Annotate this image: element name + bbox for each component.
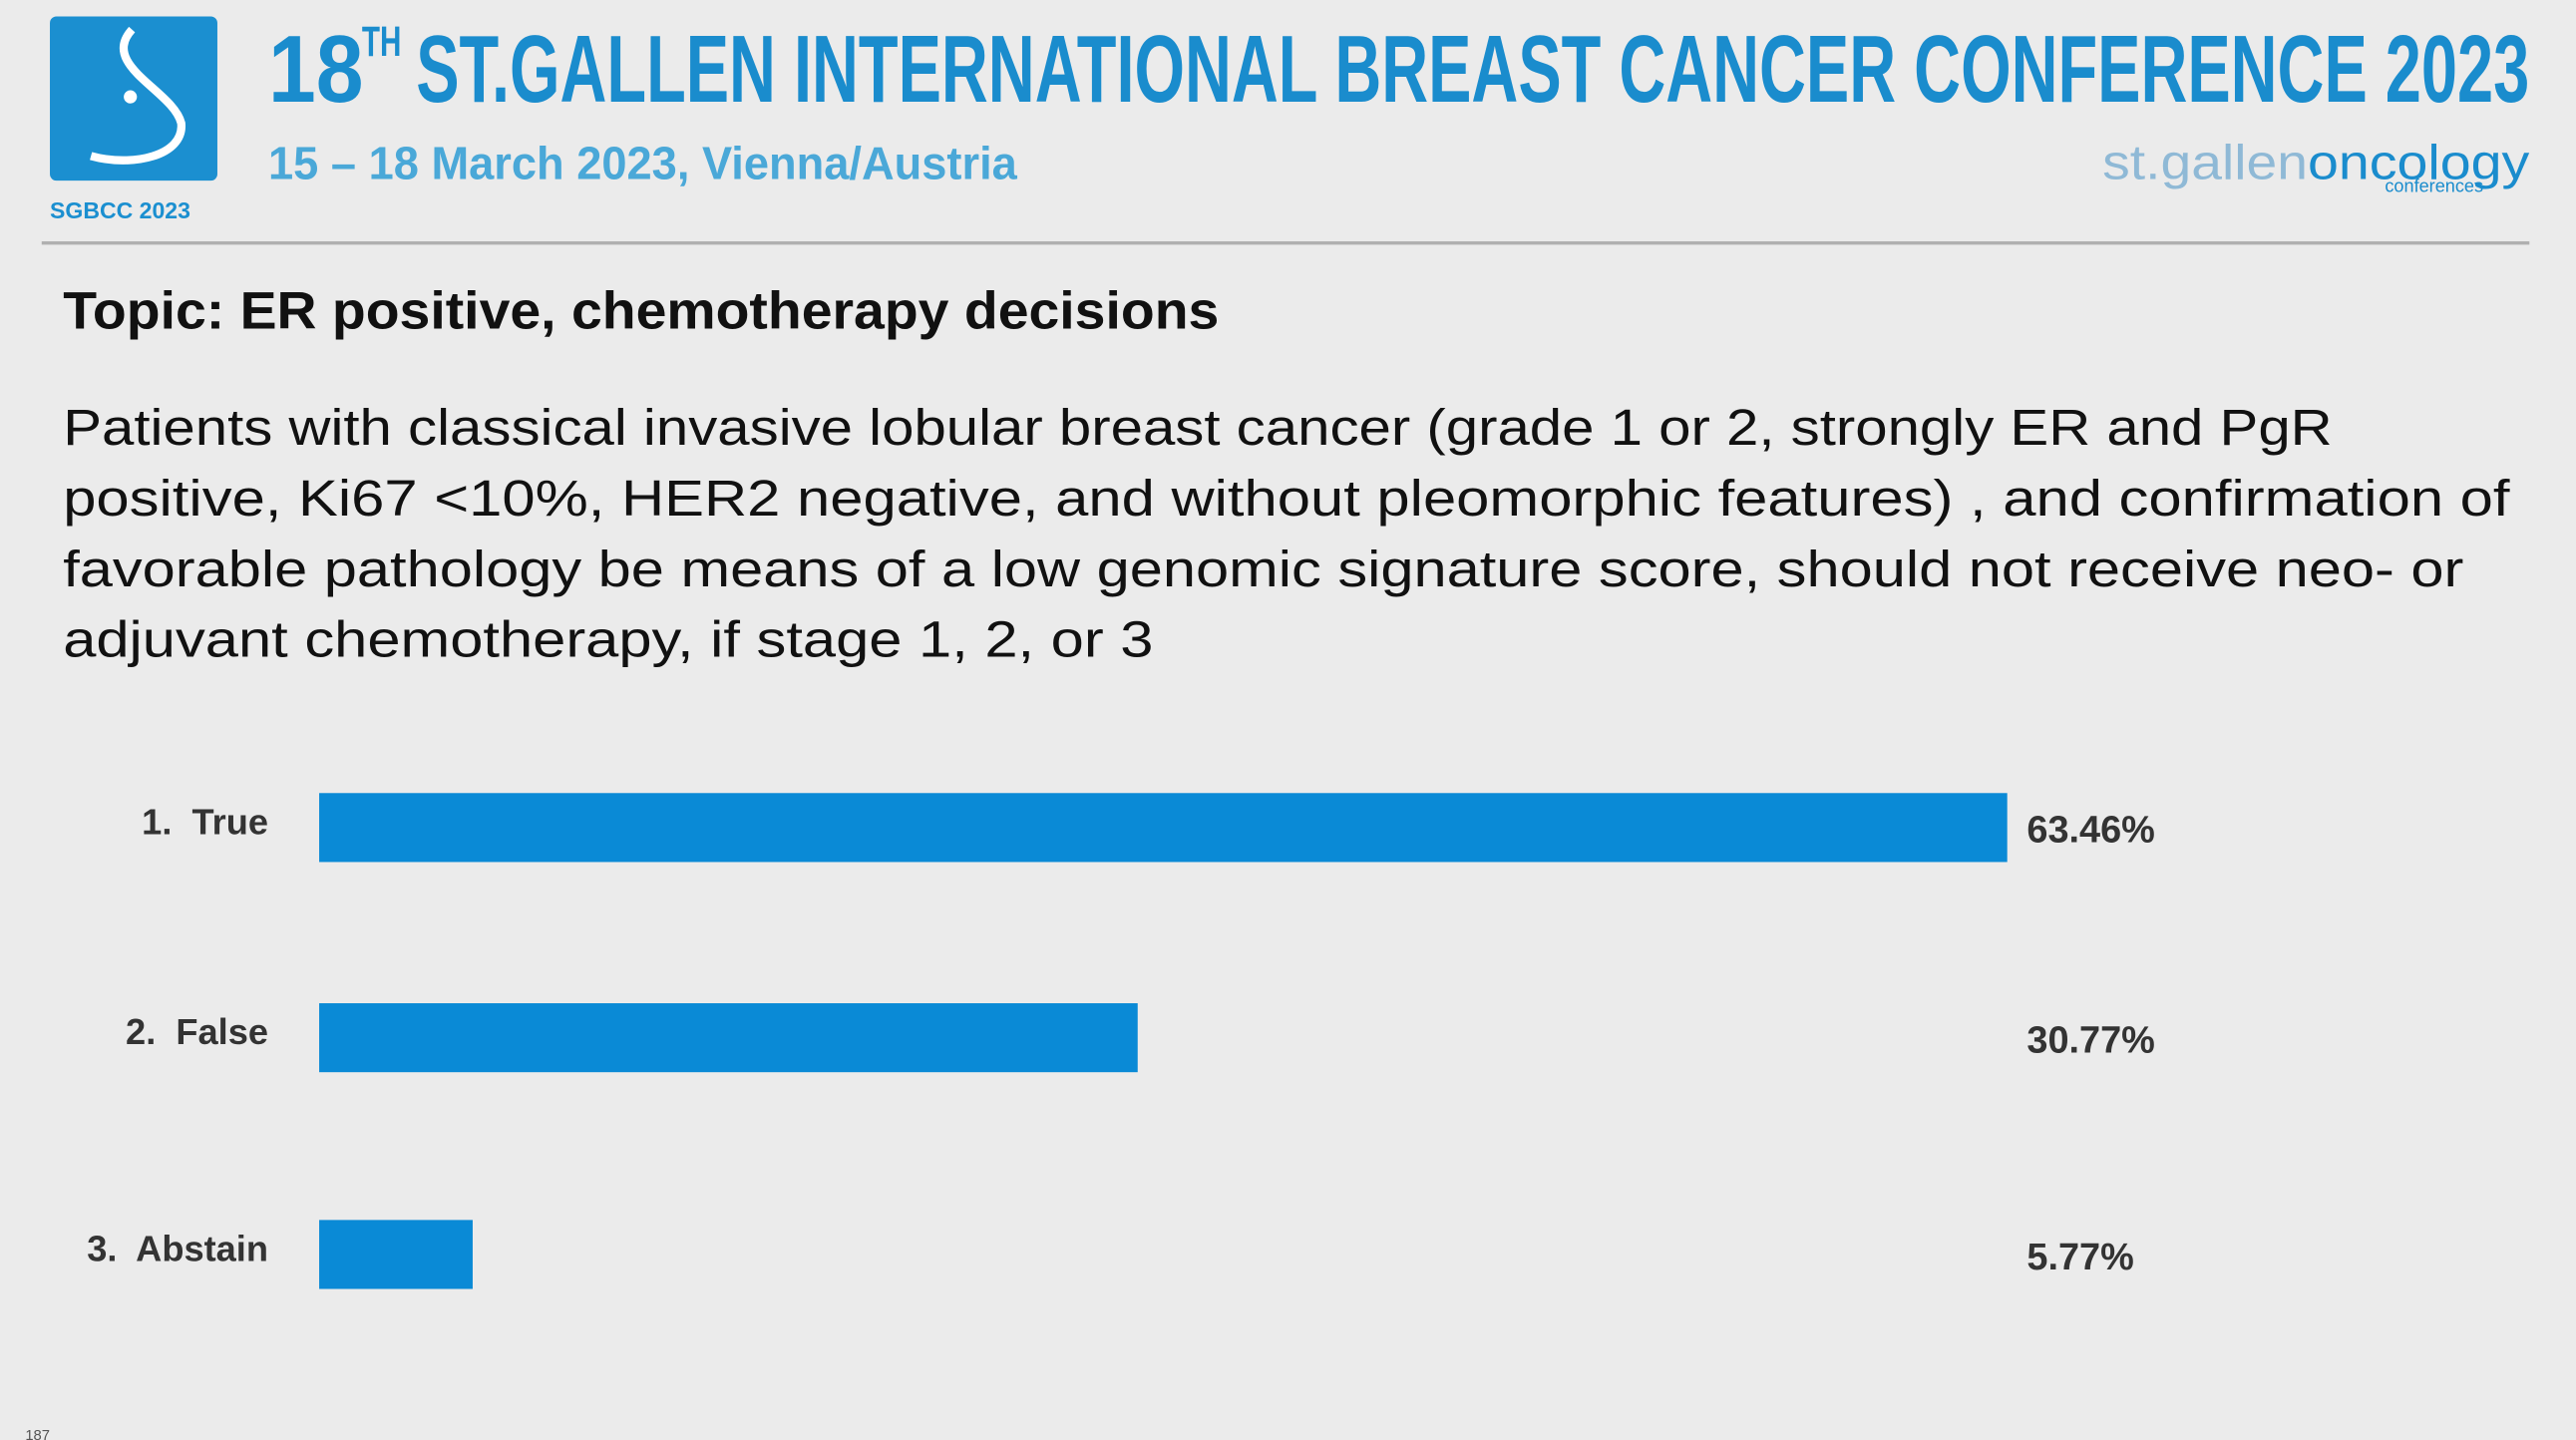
question-line: Patients with classical invasive lobular… (63, 399, 2332, 456)
value-label: 63.46% (2026, 810, 2154, 852)
value-label: 30.77% (2026, 1019, 2154, 1061)
title-number: 18 (268, 17, 363, 123)
question-line: favorable pathology be means of a low ge… (63, 540, 2463, 597)
logo-dot (124, 90, 138, 104)
date: 15 – 18 March 2023, Vienna/Austria (268, 137, 1017, 188)
brand-right: oncology (2308, 135, 2530, 189)
category-label: 2. False (126, 1011, 268, 1052)
category-label: 3. Abstain (87, 1229, 268, 1269)
brand-sub: conferences (2385, 177, 2483, 196)
category-label: 1. True (142, 801, 268, 842)
logo-mark (90, 26, 185, 165)
title: ST.GALLEN INTERNATIONAL BREAST CANCER CO… (416, 17, 2529, 123)
page-number: 187 (25, 1428, 50, 1440)
value-label: 5.77% (2026, 1237, 2133, 1278)
brand-left: st.gallen (2102, 135, 2308, 189)
question-line: positive, Ki67 <10%, HER2 negative, and … (63, 470, 2510, 527)
title-superscript: TH (362, 18, 402, 66)
bar (319, 793, 2008, 863)
question-line: adjuvant chemotherapy, if stage 1, 2, or… (63, 611, 1153, 668)
bar (319, 1003, 1138, 1073)
topic: Topic: ER positive, chemotherapy decisio… (63, 281, 1219, 340)
bar (319, 1220, 473, 1289)
logo-caption: SGBCC 2023 (50, 197, 190, 223)
